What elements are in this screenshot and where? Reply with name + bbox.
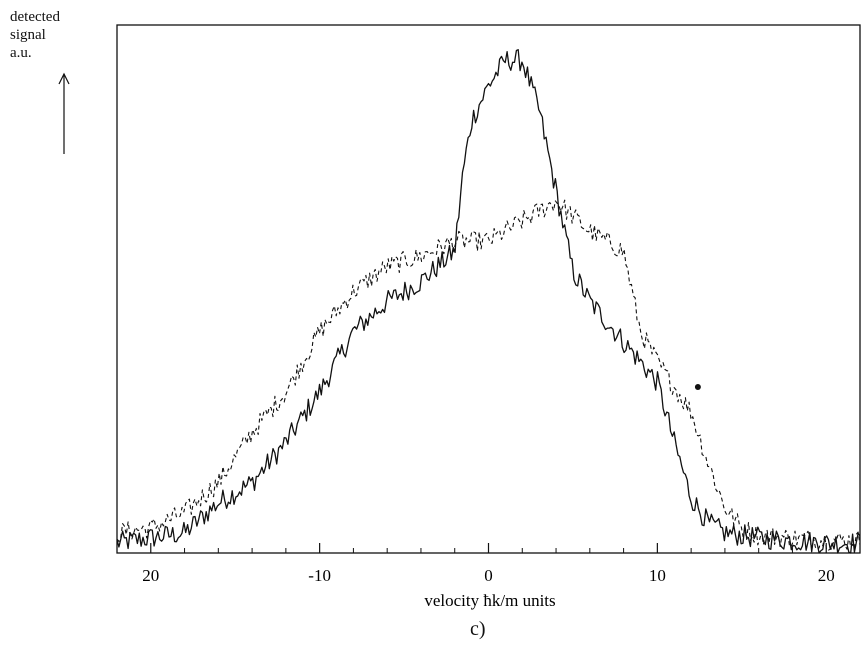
y-axis-label-line-3: a.u. bbox=[10, 45, 32, 61]
tick-labels: 20 -10 0 10 20 bbox=[142, 566, 834, 585]
series-layer bbox=[116, 49, 861, 554]
plot-area: 20 -10 0 10 20 velocity ħk/m units bbox=[116, 24, 861, 610]
series-dashed-line bbox=[116, 199, 861, 552]
plot-frame bbox=[116, 24, 861, 554]
x-axis-label: velocity ħk/m units bbox=[424, 591, 555, 610]
x-tick-label: 20 bbox=[142, 566, 159, 585]
minor-ticks bbox=[116, 548, 861, 553]
annotation-layer bbox=[694, 384, 701, 391]
annotation-dot bbox=[694, 384, 701, 391]
panel-label: c) bbox=[470, 618, 486, 640]
x-tick-label: 0 bbox=[484, 566, 493, 585]
x-tick-label: 10 bbox=[649, 566, 666, 585]
x-tick-label: 20 bbox=[818, 566, 835, 585]
y-axis-label-line-2: signal bbox=[10, 27, 46, 43]
y-axis-label-line-1: detected bbox=[10, 9, 60, 25]
x-tick-label: -10 bbox=[308, 566, 331, 585]
series-solid-line bbox=[116, 49, 861, 554]
y-axis-arrow-icon bbox=[58, 72, 70, 154]
